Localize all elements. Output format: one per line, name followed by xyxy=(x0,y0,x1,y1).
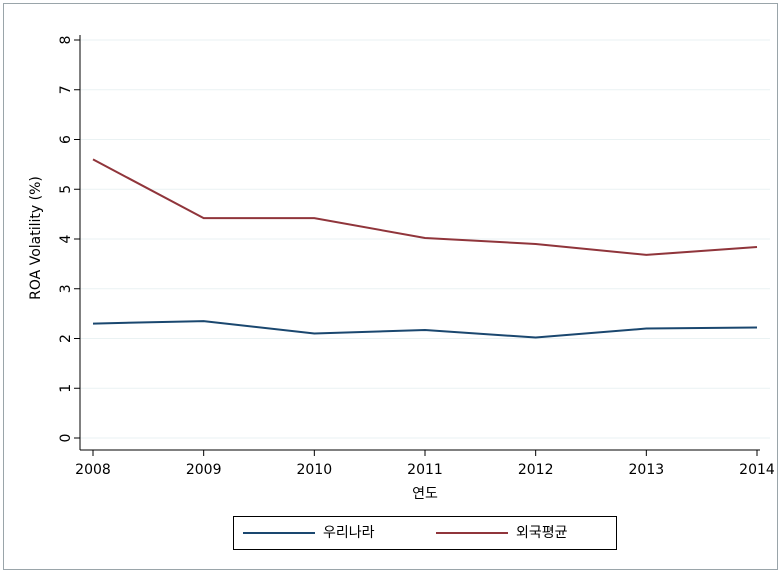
series-line xyxy=(92,158,758,256)
x-tick-label: 2014 xyxy=(739,462,775,478)
y-tick-label: 8 xyxy=(58,36,74,45)
x-tick-label: 2013 xyxy=(629,462,665,478)
legend-label: 외국평균 xyxy=(516,525,568,541)
y-tick-label: 2 xyxy=(58,334,74,343)
y-tick-label: 4 xyxy=(58,234,74,243)
x-tick-label: 2008 xyxy=(75,462,111,478)
x-tick-label: 2012 xyxy=(518,462,554,478)
y-tick-label: 7 xyxy=(58,85,74,94)
x-tick-label: 2009 xyxy=(186,462,222,478)
y-tick-label: 0 xyxy=(58,434,74,443)
y-tick-label: 5 xyxy=(58,185,74,194)
x-tick-label: 2011 xyxy=(407,462,443,478)
y-tick-label: 6 xyxy=(58,135,74,144)
y-axis-title: ROA Volatility (%) xyxy=(28,176,44,300)
x-axis-title: 연도 xyxy=(412,486,438,502)
series-line xyxy=(92,320,758,339)
legend-label: 우리나라 xyxy=(323,525,375,541)
y-tick-label: 1 xyxy=(58,384,74,393)
plot-area xyxy=(80,22,770,450)
y-tick-label: 3 xyxy=(58,284,74,293)
x-tick-label: 2010 xyxy=(297,462,333,478)
